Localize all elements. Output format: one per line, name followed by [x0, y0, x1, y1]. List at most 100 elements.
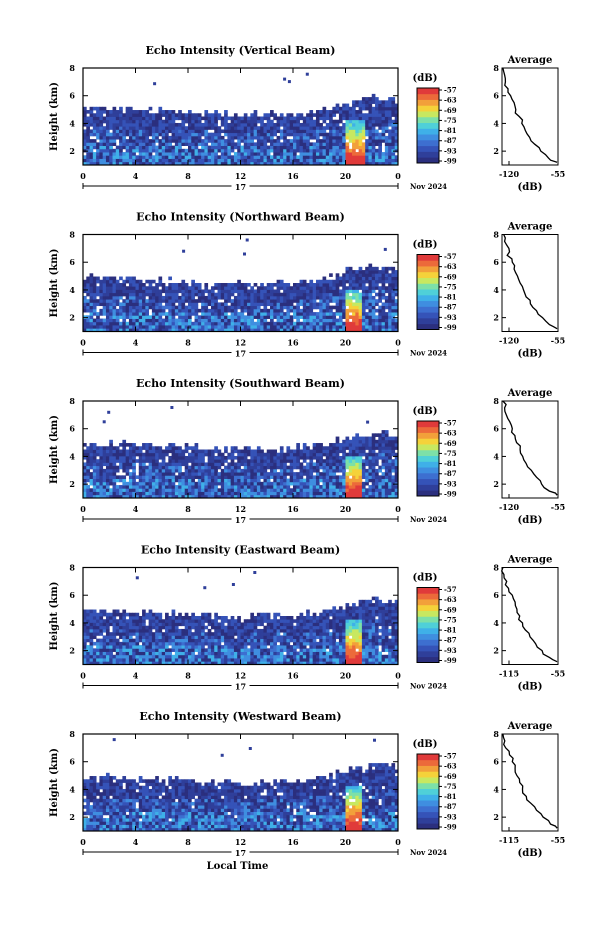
heatmap-cell — [352, 292, 356, 297]
heatmap-cell — [112, 292, 117, 297]
heatmap-cell — [368, 158, 373, 163]
heatmap-cell — [158, 312, 163, 316]
heatmap-cell — [161, 113, 166, 117]
heatmap-cell — [342, 465, 346, 470]
heatmap-cell — [86, 308, 90, 313]
heatmap-cell — [276, 139, 281, 143]
heatmap-cell — [342, 279, 346, 284]
heatmap-cell — [132, 302, 136, 307]
heatmap-cell — [237, 158, 241, 163]
heatmap-cell — [358, 286, 363, 290]
heatmap-cell — [371, 161, 376, 166]
heatmap-cell — [119, 145, 123, 150]
heatmap-cell — [266, 481, 271, 486]
heatmap-cell — [289, 328, 294, 332]
heatmap-cell — [224, 312, 228, 316]
heatmap-cell — [312, 491, 317, 496]
heatmap-cell — [237, 491, 241, 496]
heatmap-cell — [378, 113, 382, 117]
heatmap-cell — [381, 452, 386, 457]
heatmap-cell — [165, 465, 169, 470]
heatmap-cell — [338, 325, 343, 329]
heatmap-cell — [194, 491, 199, 496]
heatmap-cell — [214, 116, 218, 121]
heatmap-cell — [197, 478, 202, 483]
heatmap-cell — [306, 472, 310, 476]
heatmap-cell — [352, 161, 356, 166]
heatmap-cell — [220, 312, 225, 316]
heatmap-cell — [233, 481, 238, 486]
heatmap-cell — [92, 648, 97, 652]
heatmap-cell — [299, 139, 304, 143]
heatmap-cell — [270, 472, 274, 476]
heatmap-cell — [112, 658, 117, 662]
heatmap-cell — [299, 465, 304, 470]
heatmap-cell — [342, 116, 346, 121]
heatmap-cell — [368, 103, 373, 108]
heatmap-cell — [86, 289, 90, 294]
heatmap-cell — [168, 283, 172, 287]
heatmap-cell — [102, 308, 107, 313]
heatmap-cell — [260, 308, 264, 313]
heatmap-cell — [132, 318, 136, 323]
heatmap-cell — [119, 148, 123, 153]
heatmap-cell — [329, 148, 333, 153]
heatmap-cell — [289, 459, 294, 463]
heatmap-cell — [227, 328, 232, 332]
heatmap-cell — [247, 142, 251, 146]
heatmap-cell — [260, 145, 264, 150]
heatmap-cell — [338, 475, 343, 479]
heatmap-cell — [266, 452, 271, 457]
heatmap-cell — [361, 462, 366, 467]
heatmap-cell — [342, 328, 346, 332]
heatmap-cell — [96, 628, 100, 633]
heatmap-cell — [102, 488, 107, 492]
heatmap-cell — [138, 446, 143, 450]
heatmap-cell — [165, 158, 169, 163]
heatmap-cell — [332, 481, 337, 486]
heatmap-cell — [345, 289, 350, 294]
heatmap-cell — [306, 485, 310, 489]
heatmap-cell — [135, 305, 140, 310]
heatmap-cell — [371, 155, 376, 159]
heatmap-cell — [188, 472, 192, 476]
heatmap-cell — [191, 279, 195, 284]
heatmap-cell — [384, 100, 389, 104]
heatmap-cell — [102, 420, 106, 424]
heatmap-cell — [191, 302, 195, 307]
heatmap-cell — [391, 305, 396, 310]
colorbar-swatch — [417, 260, 439, 267]
heatmap-cell — [210, 289, 215, 294]
colorbar-swatch — [417, 478, 439, 485]
heatmap-cell — [388, 129, 392, 134]
heatmap-cell — [355, 142, 360, 146]
heatmap-cell — [394, 126, 399, 130]
heatmap-cell — [296, 494, 300, 499]
heatmap-cell — [253, 328, 258, 332]
heatmap-cell — [112, 122, 117, 127]
heatmap-cell — [266, 315, 271, 319]
heatmap-cell — [315, 325, 320, 329]
heatmap-cell — [260, 312, 264, 316]
heatmap-cell — [230, 126, 235, 130]
heatmap-cell — [214, 321, 218, 326]
heatmap-cell — [338, 126, 343, 130]
heatmap-cell — [352, 468, 356, 473]
heatmap-cell — [99, 119, 104, 124]
x-tick-label: 0 — [80, 338, 86, 348]
heatmap-cell — [345, 129, 350, 134]
profile-x-label: (dB) — [518, 349, 543, 360]
heatmap-cell — [332, 106, 337, 111]
heatmap-cell — [315, 449, 320, 454]
heatmap-cell — [371, 305, 376, 310]
heatmap-cell — [161, 472, 166, 476]
heatmap-cell — [293, 286, 297, 290]
heatmap-cell — [112, 635, 117, 640]
heatmap-cell — [355, 135, 360, 140]
heatmap-cell — [220, 292, 225, 297]
heatmap-cell — [158, 488, 163, 492]
heatmap-cell — [230, 142, 235, 146]
x-tick-label: 16 — [287, 338, 299, 348]
heatmap-cell — [286, 488, 291, 492]
heatmap-cell — [181, 142, 186, 146]
